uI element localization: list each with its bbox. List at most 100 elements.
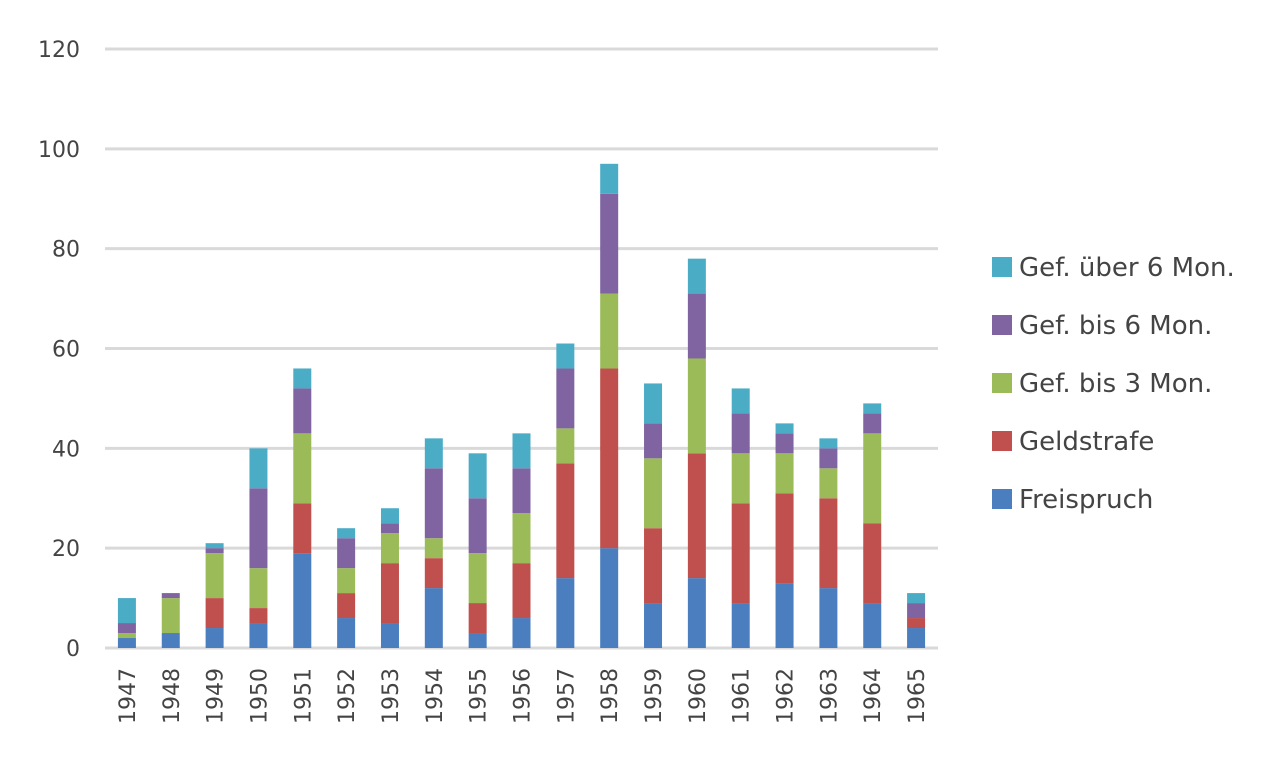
x-tick-label: 1963 — [817, 668, 842, 724]
bar-1963-freispruch — [819, 588, 838, 648]
x-tick-label: 1950 — [247, 668, 272, 724]
bar-1948-gef-bis-3-mon- — [161, 598, 180, 634]
bar-1960-freispruch — [687, 578, 706, 648]
bar-1965-gef-bis-6-mon- — [907, 603, 926, 619]
legend-swatch — [992, 489, 1012, 509]
bar-1957-gef-bis-3-mon- — [556, 428, 575, 464]
bar-1949-freispruch — [205, 628, 224, 648]
bar-1959-freispruch — [644, 603, 663, 648]
x-tick-label: 1949 — [204, 668, 229, 724]
bar-1956-geldstrafe — [512, 563, 531, 619]
bar-1960-geldstrafe — [687, 453, 706, 579]
bar-1956-gef-bis-3-mon- — [512, 513, 531, 564]
bar-1951-freispruch — [293, 553, 312, 648]
bar-1953-gef-bis-6-mon- — [380, 523, 399, 534]
bar-1947-freispruch — [117, 638, 136, 648]
bar-1954-gef-bis-6-mon- — [424, 468, 443, 539]
bar-1959-gef-bis-6-mon- — [644, 423, 663, 459]
bar-1950-gef-ber-6-mon- — [249, 448, 268, 489]
bar-1960-gef-bis-3-mon- — [687, 358, 706, 454]
bar-1957-gef-ber-6-mon- — [556, 343, 575, 369]
bar-1963-gef-bis-6-mon- — [819, 448, 838, 469]
bar-1956-gef-ber-6-mon- — [512, 433, 531, 469]
bar-1949-gef-ber-6-mon- — [205, 543, 224, 549]
legend-swatch — [992, 373, 1012, 393]
x-tick-label: 1961 — [730, 668, 755, 724]
bar-1952-gef-bis-3-mon- — [337, 568, 356, 594]
x-tick-label: 1954 — [423, 668, 448, 724]
bar-1954-geldstrafe — [424, 558, 443, 589]
bar-1952-geldstrafe — [337, 593, 356, 619]
y-axis-ticks: 0 20 40 60 80 100 120 — [38, 38, 80, 662]
bar-1961-gef-bis-3-mon- — [731, 453, 750, 504]
bar-1947-gef-bis-3-mon- — [117, 633, 136, 639]
legend-label: Gef. über 6 Mon. — [1019, 253, 1235, 283]
x-axis-ticks: 1947 1948 1949 1950 1951 1952 1953 1954 1955 1956… — [116, 668, 930, 724]
bar-1959-gef-bis-3-mon- — [644, 458, 663, 529]
bar-1947-gef-ber-6-mon- — [117, 598, 136, 624]
bar-1950-gef-bis-6-mon- — [249, 488, 268, 569]
legend-label: Freispruch — [1019, 485, 1153, 515]
x-tick-label: 1956 — [511, 668, 536, 724]
bar-1961-geldstrafe — [731, 503, 750, 604]
bar-1956-gef-bis-6-mon- — [512, 468, 531, 514]
y-tick-label: 20 — [52, 537, 80, 562]
x-tick-label: 1953 — [379, 668, 404, 724]
x-tick-label: 1959 — [642, 668, 667, 724]
bar-1962-gef-ber-6-mon- — [775, 423, 794, 434]
bar-1964-freispruch — [863, 603, 882, 648]
x-tick-label: 1958 — [598, 668, 623, 724]
bar-1950-freispruch — [249, 623, 268, 648]
bar-1951-gef-ber-6-mon- — [293, 368, 312, 389]
bar-1952-gef-ber-6-mon- — [337, 528, 356, 539]
bar-1955-gef-bis-3-mon- — [468, 553, 487, 604]
bar-1961-gef-ber-6-mon- — [731, 388, 750, 414]
legend-label: Gef. bis 6 Mon. — [1019, 311, 1212, 341]
bar-1963-gef-bis-3-mon- — [819, 468, 838, 499]
bar-1951-gef-bis-6-mon- — [293, 388, 312, 434]
bar-1949-gef-bis-6-mon- — [205, 548, 224, 554]
bar-1955-freispruch — [468, 633, 487, 648]
legend-label: Geldstrafe — [1019, 427, 1154, 457]
x-tick-label: 1962 — [774, 668, 799, 724]
bar-1958-gef-ber-6-mon- — [600, 163, 619, 194]
bar-1964-geldstrafe — [863, 523, 882, 604]
bar-1955-gef-bis-6-mon- — [468, 498, 487, 554]
x-tick-label: 1965 — [905, 668, 930, 724]
bar-1949-geldstrafe — [205, 598, 224, 629]
bar-1953-gef-bis-3-mon- — [380, 533, 399, 564]
bar-1951-geldstrafe — [293, 503, 312, 554]
x-tick-label: 1948 — [160, 668, 185, 724]
y-tick-label: 40 — [52, 437, 80, 462]
bar-1954-freispruch — [424, 588, 443, 648]
bar-1958-freispruch — [600, 548, 619, 648]
legend-label: Gef. bis 3 Mon. — [1019, 369, 1212, 399]
bar-1960-gef-ber-6-mon- — [687, 258, 706, 294]
bar-1962-gef-bis-3-mon- — [775, 453, 794, 494]
bar-1964-gef-bis-6-mon- — [863, 413, 882, 434]
bar-1951-gef-bis-3-mon- — [293, 433, 312, 504]
bar-1956-freispruch — [512, 618, 531, 648]
bar-1950-gef-bis-3-mon- — [249, 568, 268, 609]
y-tick-label: 0 — [66, 637, 80, 662]
bar-1955-gef-ber-6-mon- — [468, 453, 487, 499]
x-tick-label: 1960 — [686, 668, 711, 724]
bar-1961-freispruch — [731, 603, 750, 648]
bar-1948-freispruch — [161, 633, 180, 648]
bar-1964-gef-bis-3-mon- — [863, 433, 882, 524]
bar-1948-gef-bis-6-mon- — [161, 593, 180, 599]
bar-1955-geldstrafe — [468, 603, 487, 634]
x-tick-label: 1951 — [291, 668, 316, 724]
bar-1950-geldstrafe — [249, 608, 268, 624]
bar-1965-freispruch — [907, 628, 926, 648]
x-tick-label: 1955 — [467, 668, 492, 724]
bar-1962-gef-bis-6-mon- — [775, 433, 794, 454]
bar-1952-freispruch — [337, 618, 356, 648]
bar-1959-gef-ber-6-mon- — [644, 383, 663, 424]
bar-1961-gef-bis-6-mon- — [731, 413, 750, 454]
bar-1957-geldstrafe — [556, 463, 575, 579]
bar-1958-gef-bis-6-mon- — [600, 193, 619, 294]
bar-1952-gef-bis-6-mon- — [337, 538, 356, 569]
bar-1954-gef-ber-6-mon- — [424, 438, 443, 469]
